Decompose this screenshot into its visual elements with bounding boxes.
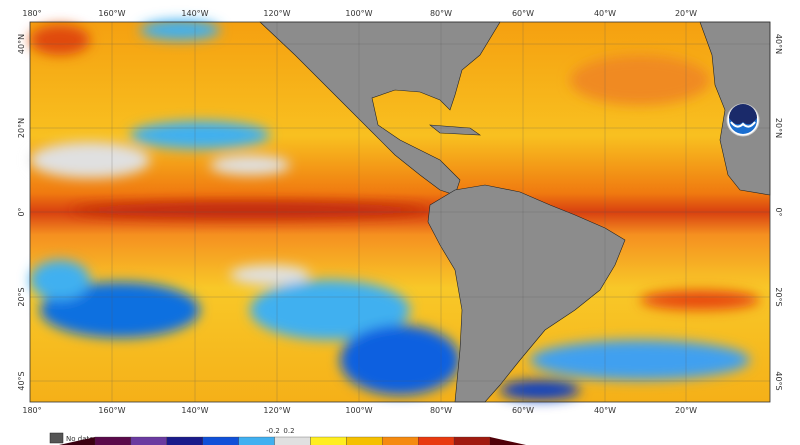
svg-text:100°W: 100°W <box>345 9 372 18</box>
noaa-logo <box>726 103 760 137</box>
svg-text:40°W: 40°W <box>594 9 616 18</box>
svg-text:20°S: 20°S <box>17 287 26 306</box>
colorbar-segment <box>166 436 203 445</box>
svg-text:40°S: 40°S <box>774 371 783 390</box>
colorbar-segment <box>130 436 167 445</box>
colorbar-segment <box>94 436 132 445</box>
svg-text:40°W: 40°W <box>594 406 616 415</box>
svg-text:20°N: 20°N <box>17 118 26 138</box>
colorbar-arrow-low <box>59 437 95 445</box>
colorbar-segment <box>382 436 419 445</box>
svg-text:0°: 0° <box>17 207 26 216</box>
top-lon-labels: 180° 160°W 140°W 120°W 100°W 80°W 60°W 4… <box>22 9 697 18</box>
svg-text:20°S: 20°S <box>774 287 783 306</box>
colorbar-label-pos: 0.2 <box>283 427 294 435</box>
legend: No data -0.2 0.2 <box>49 427 526 445</box>
colorbar-label-neg: -0.2 <box>266 427 280 435</box>
svg-text:40°N: 40°N <box>17 34 26 54</box>
colorbar <box>59 436 526 445</box>
cuba <box>429 124 482 136</box>
svg-text:80°W: 80°W <box>430 9 452 18</box>
no-data-label: No data <box>66 435 94 443</box>
right-lat-labels: 40°N 20°N 0° 20°S 40°S <box>774 34 783 391</box>
svg-text:40°S: 40°S <box>17 371 26 390</box>
colorbar-segment <box>274 436 311 445</box>
colorbar-segment <box>202 436 239 445</box>
svg-text:60°W: 60°W <box>512 406 534 415</box>
colorbar-segment <box>453 436 491 445</box>
svg-text:40°N: 40°N <box>774 34 783 54</box>
south-america <box>427 184 626 403</box>
svg-text:120°W: 120°W <box>263 9 290 18</box>
colorbar-segment <box>418 436 455 445</box>
svg-text:60°W: 60°W <box>512 9 534 18</box>
svg-text:180°: 180° <box>22 406 41 415</box>
no-data-swatch <box>49 432 64 444</box>
svg-text:100°W: 100°W <box>345 406 372 415</box>
map-area <box>29 20 771 403</box>
left-lat-labels: 40°N 20°N 0° 20°S 40°S <box>17 34 26 391</box>
grid-lines <box>30 22 770 402</box>
colorbar-segment <box>310 436 347 445</box>
svg-text:80°W: 80°W <box>430 406 452 415</box>
svg-text:20°W: 20°W <box>675 9 697 18</box>
svg-text:20°N: 20°N <box>774 118 783 138</box>
bottom-lon-labels: 180° 160°W 140°W 120°W 100°W 80°W 60°W 4… <box>22 406 697 415</box>
colorbar-arrow-high <box>490 437 526 445</box>
svg-text:0°: 0° <box>774 207 783 216</box>
north-america <box>259 21 501 196</box>
svg-text:160°W: 160°W <box>98 9 125 18</box>
svg-text:160°W: 160°W <box>98 406 125 415</box>
svg-text:180°: 180° <box>22 9 41 18</box>
colorbar-segment <box>238 436 275 445</box>
svg-text:140°W: 140°W <box>181 9 208 18</box>
colorbar-segment <box>346 436 383 445</box>
svg-text:140°W: 140°W <box>181 406 208 415</box>
svg-text:120°W: 120°W <box>263 406 290 415</box>
svg-text:20°W: 20°W <box>675 406 697 415</box>
anomaly-patches <box>30 20 760 400</box>
